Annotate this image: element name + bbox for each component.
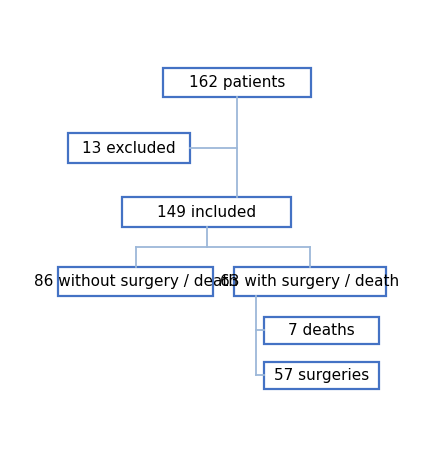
- Text: 13 excluded: 13 excluded: [82, 141, 176, 156]
- FancyBboxPatch shape: [122, 198, 291, 227]
- Text: 7 deaths: 7 deaths: [288, 323, 355, 338]
- FancyBboxPatch shape: [234, 267, 385, 296]
- Text: 86 without surgery / death: 86 without surgery / death: [34, 274, 238, 289]
- Text: 162 patients: 162 patients: [189, 75, 285, 90]
- Text: 63 with surgery / death: 63 with surgery / death: [220, 274, 399, 289]
- Text: 149 included: 149 included: [157, 205, 256, 220]
- FancyBboxPatch shape: [163, 68, 311, 97]
- FancyBboxPatch shape: [264, 317, 379, 344]
- Text: 57 surgeries: 57 surgeries: [274, 368, 369, 383]
- FancyBboxPatch shape: [68, 133, 190, 163]
- FancyBboxPatch shape: [58, 267, 213, 296]
- FancyBboxPatch shape: [264, 361, 379, 389]
